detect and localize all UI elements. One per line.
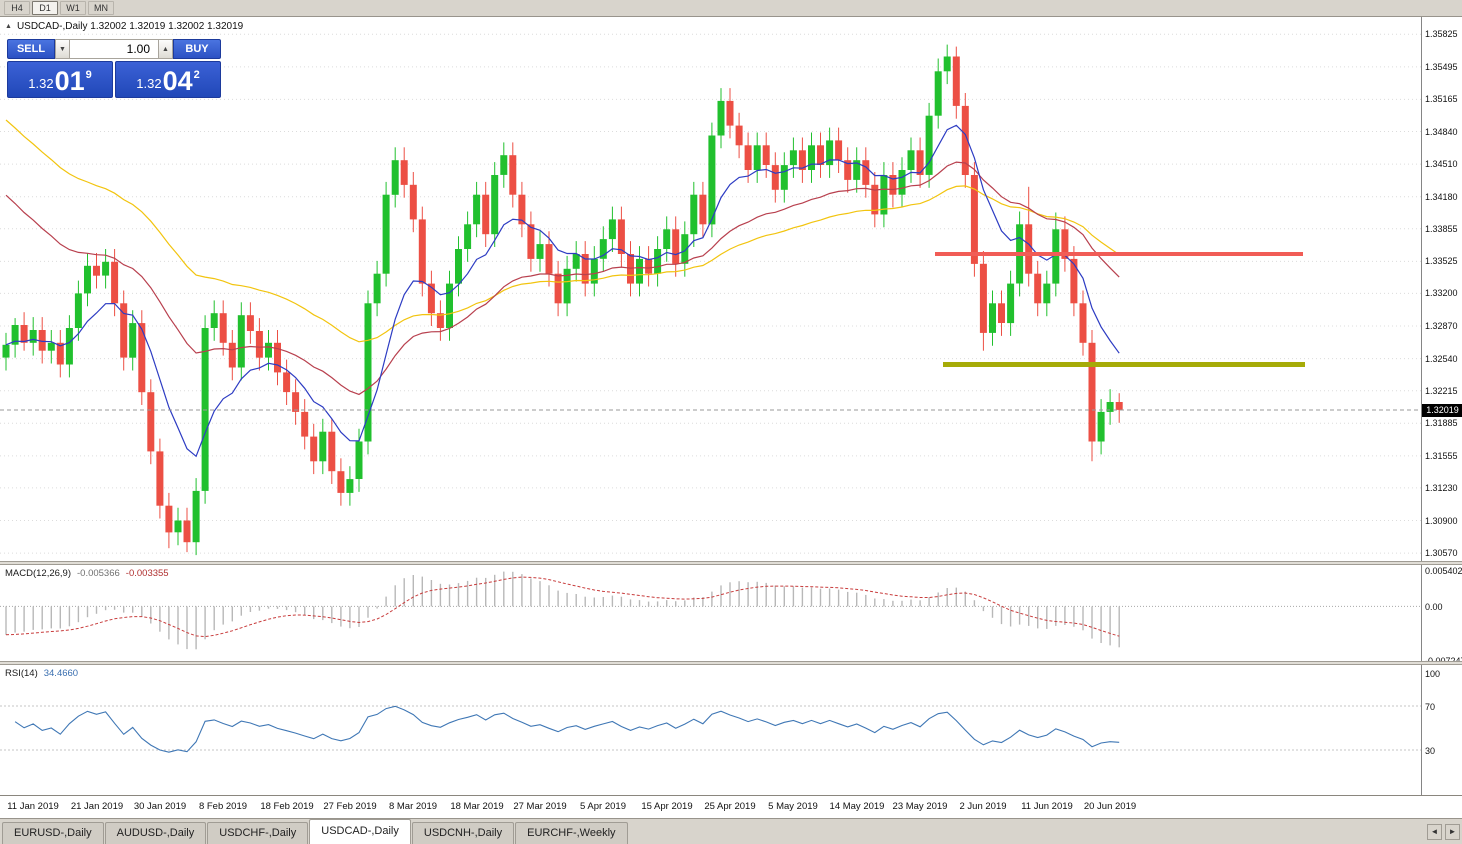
panel-divider[interactable] [0, 661, 1462, 665]
sell-price-main: 01 [54, 66, 85, 96]
buy-price-sup: 2 [193, 69, 200, 81]
date-axis-label: 18 Feb 2019 [260, 801, 314, 812]
sell-price-prefix: 1.32 [28, 76, 54, 91]
macd-name: MACD(12,26,9) [5, 568, 71, 579]
sell-price-sup: 9 [85, 69, 92, 81]
date-axis-label: 5 May 2019 [768, 801, 818, 812]
date-axis-label: 8 Feb 2019 [198, 801, 248, 812]
price-axis-label: 1.30570 [1425, 548, 1458, 558]
date-axis-label: 2 Jun 2019 [959, 801, 1007, 812]
date-axis-label: 15 Apr 2019 [641, 801, 693, 812]
macd-label: MACD(12,26,9) -0.005366 -0.003355 [5, 568, 169, 579]
date-axis-label: 14 May 2019 [829, 801, 885, 812]
rsi-axis-label: 100 [1425, 669, 1441, 679]
chart-tabs-bar: EURUSD-,Daily AUDUSD-,Daily USDCHF-,Daily U… [0, 818, 1462, 844]
macd-signal-line [5, 576, 1120, 638]
price-chart-svg[interactable] [0, 17, 1421, 561]
macd-value-main: -0.005366 [77, 568, 120, 579]
date-axis-label: 11 Jun 2019 [1021, 801, 1073, 812]
price-axis-label: 1.31230 [1425, 483, 1458, 493]
symbol-tab-audusd[interactable]: AUDUSD-,Daily [104, 822, 207, 844]
buy-button[interactable]: BUY [173, 39, 221, 59]
price-axis-label: 1.32215 [1425, 386, 1458, 396]
rsi-axis-label: 70 [1425, 702, 1436, 712]
price-gridlines [0, 33, 1421, 554]
panel-divider[interactable] [0, 561, 1462, 565]
current-price-tag: 1.32019 [1422, 404, 1462, 417]
rsi-axis-label: 30 [1425, 746, 1436, 756]
symbol-tab-usdcad[interactable]: USDCAD-,Daily [309, 819, 411, 844]
price-axis[interactable]: 1.32019 1.35825 1.35495 1.35165 1.34840 1.34… [1421, 17, 1462, 795]
rsi-value: 34.4660 [43, 668, 79, 679]
chart-title: USDCAD-,Daily 1.32002 1.32019 1.32002 1.… [16, 21, 244, 32]
price-axis-label: 1.32870 [1425, 321, 1458, 331]
price-axis-label: 1.30900 [1425, 516, 1458, 526]
rsi-indicator-svg[interactable] [0, 665, 1421, 795]
ma-line-yellow [5, 119, 1120, 343]
rsi-line [14, 705, 1120, 753]
date-axis-label: 27 Mar 2019 [513, 801, 567, 812]
price-chart-panel[interactable]: ▲ USDCAD-,Daily 1.32002 1.32019 1.32002 … [0, 17, 1421, 561]
timeframe-toolbar: H4 D1 W1 MN [0, 0, 1462, 17]
macd-value-signal: -0.003355 [125, 568, 169, 579]
price-axis-label: 1.34180 [1425, 192, 1458, 202]
symbol-tab-eurusd[interactable]: EURUSD-,Daily [2, 822, 104, 844]
price-axis-label: 1.33855 [1425, 224, 1458, 234]
symbol-tab-eurchf[interactable]: EURCHF-,Weekly [515, 822, 628, 844]
rsi-label: RSI(14) 34.4660 [5, 668, 78, 679]
price-axis-label: 1.34510 [1425, 159, 1458, 169]
macd-axis-label: 0.005402 [1425, 566, 1462, 576]
price-axis-label: 1.35825 [1425, 29, 1458, 39]
macd-indicator-svg[interactable] [0, 565, 1421, 661]
tabs-scroll-left-icon[interactable]: ◄ [1427, 824, 1442, 840]
buy-price-display[interactable]: 1.32 04 2 [115, 61, 221, 98]
timeframe-button-h4[interactable]: H4 [4, 1, 30, 15]
price-axis-label: 1.35495 [1425, 62, 1458, 72]
sell-button[interactable]: SELL [7, 39, 55, 59]
date-axis-label: 25 Apr 2019 [704, 801, 756, 812]
chart-header: ▲ USDCAD-,Daily 1.32002 1.32019 1.32002 … [5, 21, 243, 32]
date-axis-label: 11 Jan 2019 [7, 801, 59, 812]
date-axis-label: 18 Mar 2019 [450, 801, 504, 812]
price-axis-label: 1.31885 [1425, 418, 1458, 428]
date-axis-label: 8 Mar 2019 [388, 801, 438, 812]
volume-input[interactable] [70, 39, 158, 59]
rsi-name: RSI(14) [5, 668, 38, 679]
date-axis-label: 20 Jun 2019 [1083, 801, 1137, 812]
macd-indicator-panel[interactable]: MACD(12,26,9) -0.005366 -0.003355 [0, 565, 1421, 661]
chart-tabs: EURUSD-,Daily AUDUSD-,Daily USDCHF-,Daily U… [0, 819, 1462, 844]
date-axis-label: 23 May 2019 [892, 801, 948, 812]
tabs-scroll-right-icon[interactable]: ► [1445, 824, 1460, 840]
symbol-tab-usdchf[interactable]: USDCHF-,Daily [207, 822, 309, 844]
price-axis-label: 1.33200 [1425, 288, 1458, 298]
price-axis-label: 1.34840 [1425, 127, 1458, 137]
price-axis-label: 1.32540 [1425, 354, 1458, 364]
price-axis-label: 1.35165 [1425, 94, 1458, 104]
price-axis-label: 1.31555 [1425, 451, 1458, 461]
time-axis[interactable]: 11 Jan 2019 21 Jan 2019 30 Jan 2019 8 Feb 2… [0, 795, 1462, 818]
sell-price-display[interactable]: 1.32 01 9 [7, 61, 113, 98]
candlestick-series[interactable] [2, 44, 1123, 556]
date-axis-label: 21 Jan 2019 [70, 801, 124, 812]
rsi-indicator-panel[interactable]: RSI(14) 34.4660 [0, 665, 1421, 795]
symbol-tab-usdcnh[interactable]: USDCNH-,Daily [411, 822, 515, 844]
price-axis-label: 1.33525 [1425, 256, 1458, 266]
timeframe-button-mn[interactable]: MN [88, 1, 114, 15]
collapse-chart-icon[interactable]: ▲ [5, 23, 12, 30]
macd-axis-label: 0.00 [1425, 602, 1443, 612]
ma-line-red [5, 161, 1120, 396]
volume-decrease-button[interactable]: ▼ [55, 39, 70, 59]
timeframe-button-w1[interactable]: W1 [60, 1, 86, 15]
timeframe-button-d1[interactable]: D1 [32, 1, 58, 15]
buy-price-prefix: 1.32 [136, 76, 162, 91]
date-axis-label: 5 Apr 2019 [580, 801, 626, 812]
buy-price-main: 04 [162, 66, 193, 96]
ma-line-blue [5, 124, 1120, 458]
date-axis-label: 27 Feb 2019 [323, 801, 377, 812]
macd-histogram [5, 571, 1120, 650]
date-axis-label: 30 Jan 2019 [133, 801, 187, 812]
volume-increase-button[interactable]: ▲ [158, 39, 173, 59]
